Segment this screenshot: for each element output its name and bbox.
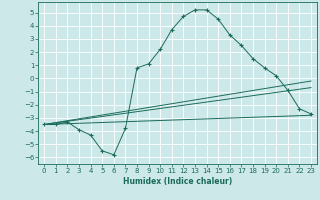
X-axis label: Humidex (Indice chaleur): Humidex (Indice chaleur) bbox=[123, 177, 232, 186]
